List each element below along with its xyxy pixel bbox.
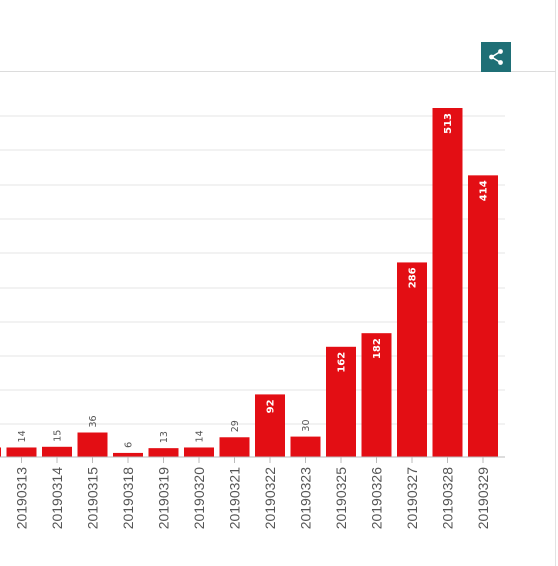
data-label: 162 [337,352,348,373]
bar-20190322[interactable] [255,394,285,457]
data-label: 36 [88,415,99,427]
x-tick-label: 20190318 [120,467,136,530]
x-tick-label: 20190326 [369,467,385,530]
data-label: 14 [17,430,28,442]
data-label: 286 [408,267,419,288]
data-label: 414 [479,180,490,201]
data-label: 513 [443,113,454,134]
data-label: 182 [372,338,383,359]
data-label: 13 [159,431,170,443]
share-button[interactable] [481,42,511,72]
x-tick-label: 20190322 [262,467,278,530]
x-tick-label: 20190314 [49,467,65,530]
bar-20190327[interactable] [397,262,427,457]
x-tick-label: 20190313 [14,467,30,530]
x-tick-label: 20190315 [85,467,101,530]
x-tick-label: 20190323 [298,467,314,530]
data-label: 14 [195,430,206,442]
bar-20190314[interactable] [42,446,72,457]
x-tick-label: 20190319 [156,467,172,530]
x-tick-label: 20190329 [475,467,491,530]
data-label: 6 [124,442,135,448]
data-label: 92 [266,399,277,413]
bar-20190325[interactable] [326,346,356,457]
share-icon [487,48,505,66]
bar-20190321[interactable] [219,437,250,457]
x-tick-label: 20190327 [404,467,420,530]
bar-20190329[interactable] [468,175,498,457]
data-label: 15 [53,430,64,442]
bar-20190313[interactable] [6,447,37,457]
bar-20190319[interactable] [148,448,179,457]
bar-20190323[interactable] [290,436,321,457]
data-label: 30 [301,419,312,431]
x-tick-label: 20190325 [333,467,349,530]
x-tick-label: 20190328 [440,467,456,530]
bar-20190315[interactable] [77,432,108,457]
bar-20190328[interactable] [432,108,463,457]
bar-20190326[interactable] [361,333,392,457]
bar-20190320[interactable] [184,447,214,457]
x-tick-label: 20190321 [227,467,243,530]
data-label: 29 [230,420,241,432]
x-tick-label: 20190320 [191,467,207,530]
header-divider [0,71,556,72]
bar-20190312[interactable] [0,447,1,457]
bar-20190318[interactable] [113,452,143,457]
